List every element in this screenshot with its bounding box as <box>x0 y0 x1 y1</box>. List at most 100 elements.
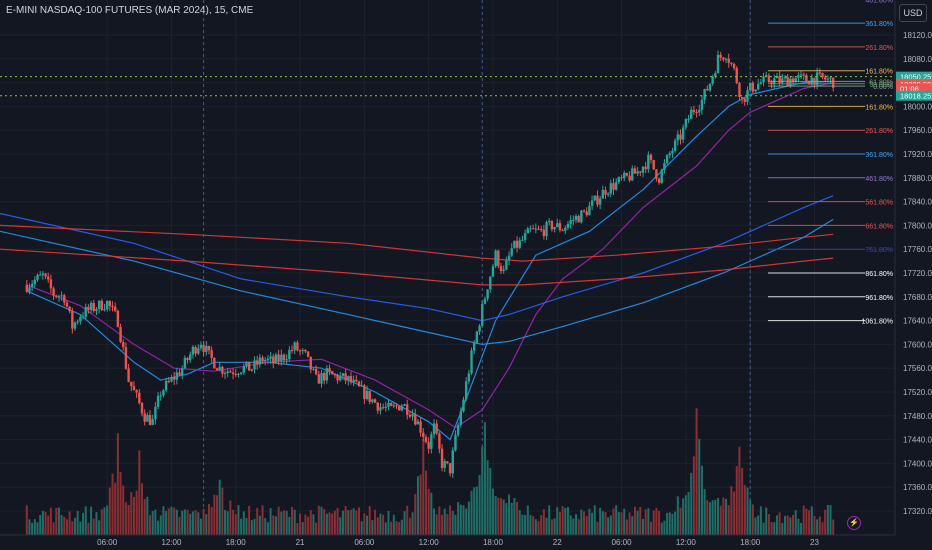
volume-bar <box>202 508 205 535</box>
candle-body <box>751 82 755 92</box>
candle-body <box>671 150 674 154</box>
candle-body <box>183 357 187 369</box>
volume-bar <box>717 497 720 535</box>
candle-body <box>432 423 436 435</box>
volume-bar <box>711 500 714 535</box>
volume-bar <box>682 498 685 535</box>
volume-bar <box>256 507 259 535</box>
volume-bar <box>406 505 409 535</box>
candle-body <box>159 395 162 397</box>
candle-body <box>641 166 645 173</box>
volume-bar <box>269 508 272 535</box>
volume-bar <box>232 509 235 535</box>
volume-bar <box>583 511 586 535</box>
candle-body <box>652 159 655 170</box>
symbol-title[interactable]: E-MINI NASDAQ-100 FUTURES (MAR 2024), 15… <box>6 5 254 16</box>
volume-bar <box>312 514 315 535</box>
candle-body <box>754 89 757 92</box>
volume-bar <box>408 517 411 535</box>
candle-body <box>521 239 524 241</box>
candle-body <box>84 306 87 317</box>
volume-bar <box>467 501 470 535</box>
volume-bar <box>218 479 221 535</box>
candle-body <box>531 228 535 230</box>
candle-body <box>748 82 752 91</box>
candle-body <box>505 260 508 270</box>
volume-bar <box>138 450 141 535</box>
lightning-icon[interactable]: ⚡ <box>847 516 861 530</box>
volume-bar <box>349 509 352 535</box>
candle-body <box>676 134 680 141</box>
candle-body <box>349 376 353 383</box>
volume-bar <box>414 494 417 535</box>
candle-body <box>572 219 575 221</box>
time-tick-label: 18:00 <box>226 538 247 547</box>
volume-bar <box>556 507 559 535</box>
fib-level-label: 461.80% <box>865 0 893 4</box>
currency-button[interactable]: USD <box>899 4 927 22</box>
volume-bar <box>607 517 610 535</box>
candle-body <box>580 210 583 223</box>
volume-bar <box>601 511 604 535</box>
volume-bar <box>44 511 47 535</box>
candle-body <box>735 68 738 84</box>
candle-body <box>63 295 66 303</box>
candle-body <box>167 380 170 382</box>
volume-bar <box>628 512 631 535</box>
volume-bar <box>274 516 277 535</box>
candle-body <box>357 381 361 387</box>
candle-body <box>301 349 304 351</box>
volume-bar <box>309 510 312 535</box>
candle-body <box>756 83 760 90</box>
volume-bar <box>566 507 569 535</box>
volume-bar <box>609 515 612 535</box>
candle-body <box>162 390 165 396</box>
volume-bar <box>821 522 824 535</box>
candle-body <box>122 341 125 348</box>
volume-bar <box>441 514 444 535</box>
volume-bar <box>625 519 628 535</box>
volume-bar <box>770 521 773 535</box>
candle-body <box>309 356 312 370</box>
candle-body <box>146 414 149 422</box>
candle-body <box>655 169 658 179</box>
price-tick-label: 17800.00 <box>903 221 932 230</box>
candle-body <box>593 195 596 201</box>
candle-body <box>408 414 412 417</box>
candle-body <box>623 172 626 179</box>
volume-bar <box>52 522 55 535</box>
candle-body <box>138 392 141 404</box>
candle-body <box>293 342 296 351</box>
volume-bar <box>82 512 85 535</box>
candle-body <box>448 463 452 474</box>
volume-bar <box>39 514 42 535</box>
candle-body <box>170 377 173 382</box>
volume-bar <box>33 519 36 535</box>
volume-bar <box>617 512 620 535</box>
volume-bar <box>510 502 513 535</box>
volume-bar <box>400 519 403 535</box>
volume-bar <box>234 514 237 535</box>
candle-body <box>738 83 741 97</box>
price-tick-label: 17920.00 <box>903 150 932 159</box>
volume-bar <box>529 515 532 535</box>
volume-bar <box>762 522 765 535</box>
candle-body <box>596 195 599 205</box>
volume-bar <box>569 515 572 535</box>
volume-bar <box>47 515 50 535</box>
volume-bar <box>792 514 795 535</box>
candle-body <box>590 200 594 206</box>
volume-bar <box>379 513 382 535</box>
candle-body <box>829 77 832 79</box>
volume-bar <box>288 516 291 535</box>
candle-body <box>639 171 642 173</box>
volume-bar <box>591 512 594 535</box>
volume-bar <box>502 499 505 535</box>
candle-body <box>459 411 463 425</box>
candle-body <box>550 221 554 230</box>
candle-body <box>564 227 567 231</box>
volume-bar <box>398 522 401 535</box>
time-tick-label: 12:00 <box>676 538 697 547</box>
candle-body <box>164 380 168 391</box>
